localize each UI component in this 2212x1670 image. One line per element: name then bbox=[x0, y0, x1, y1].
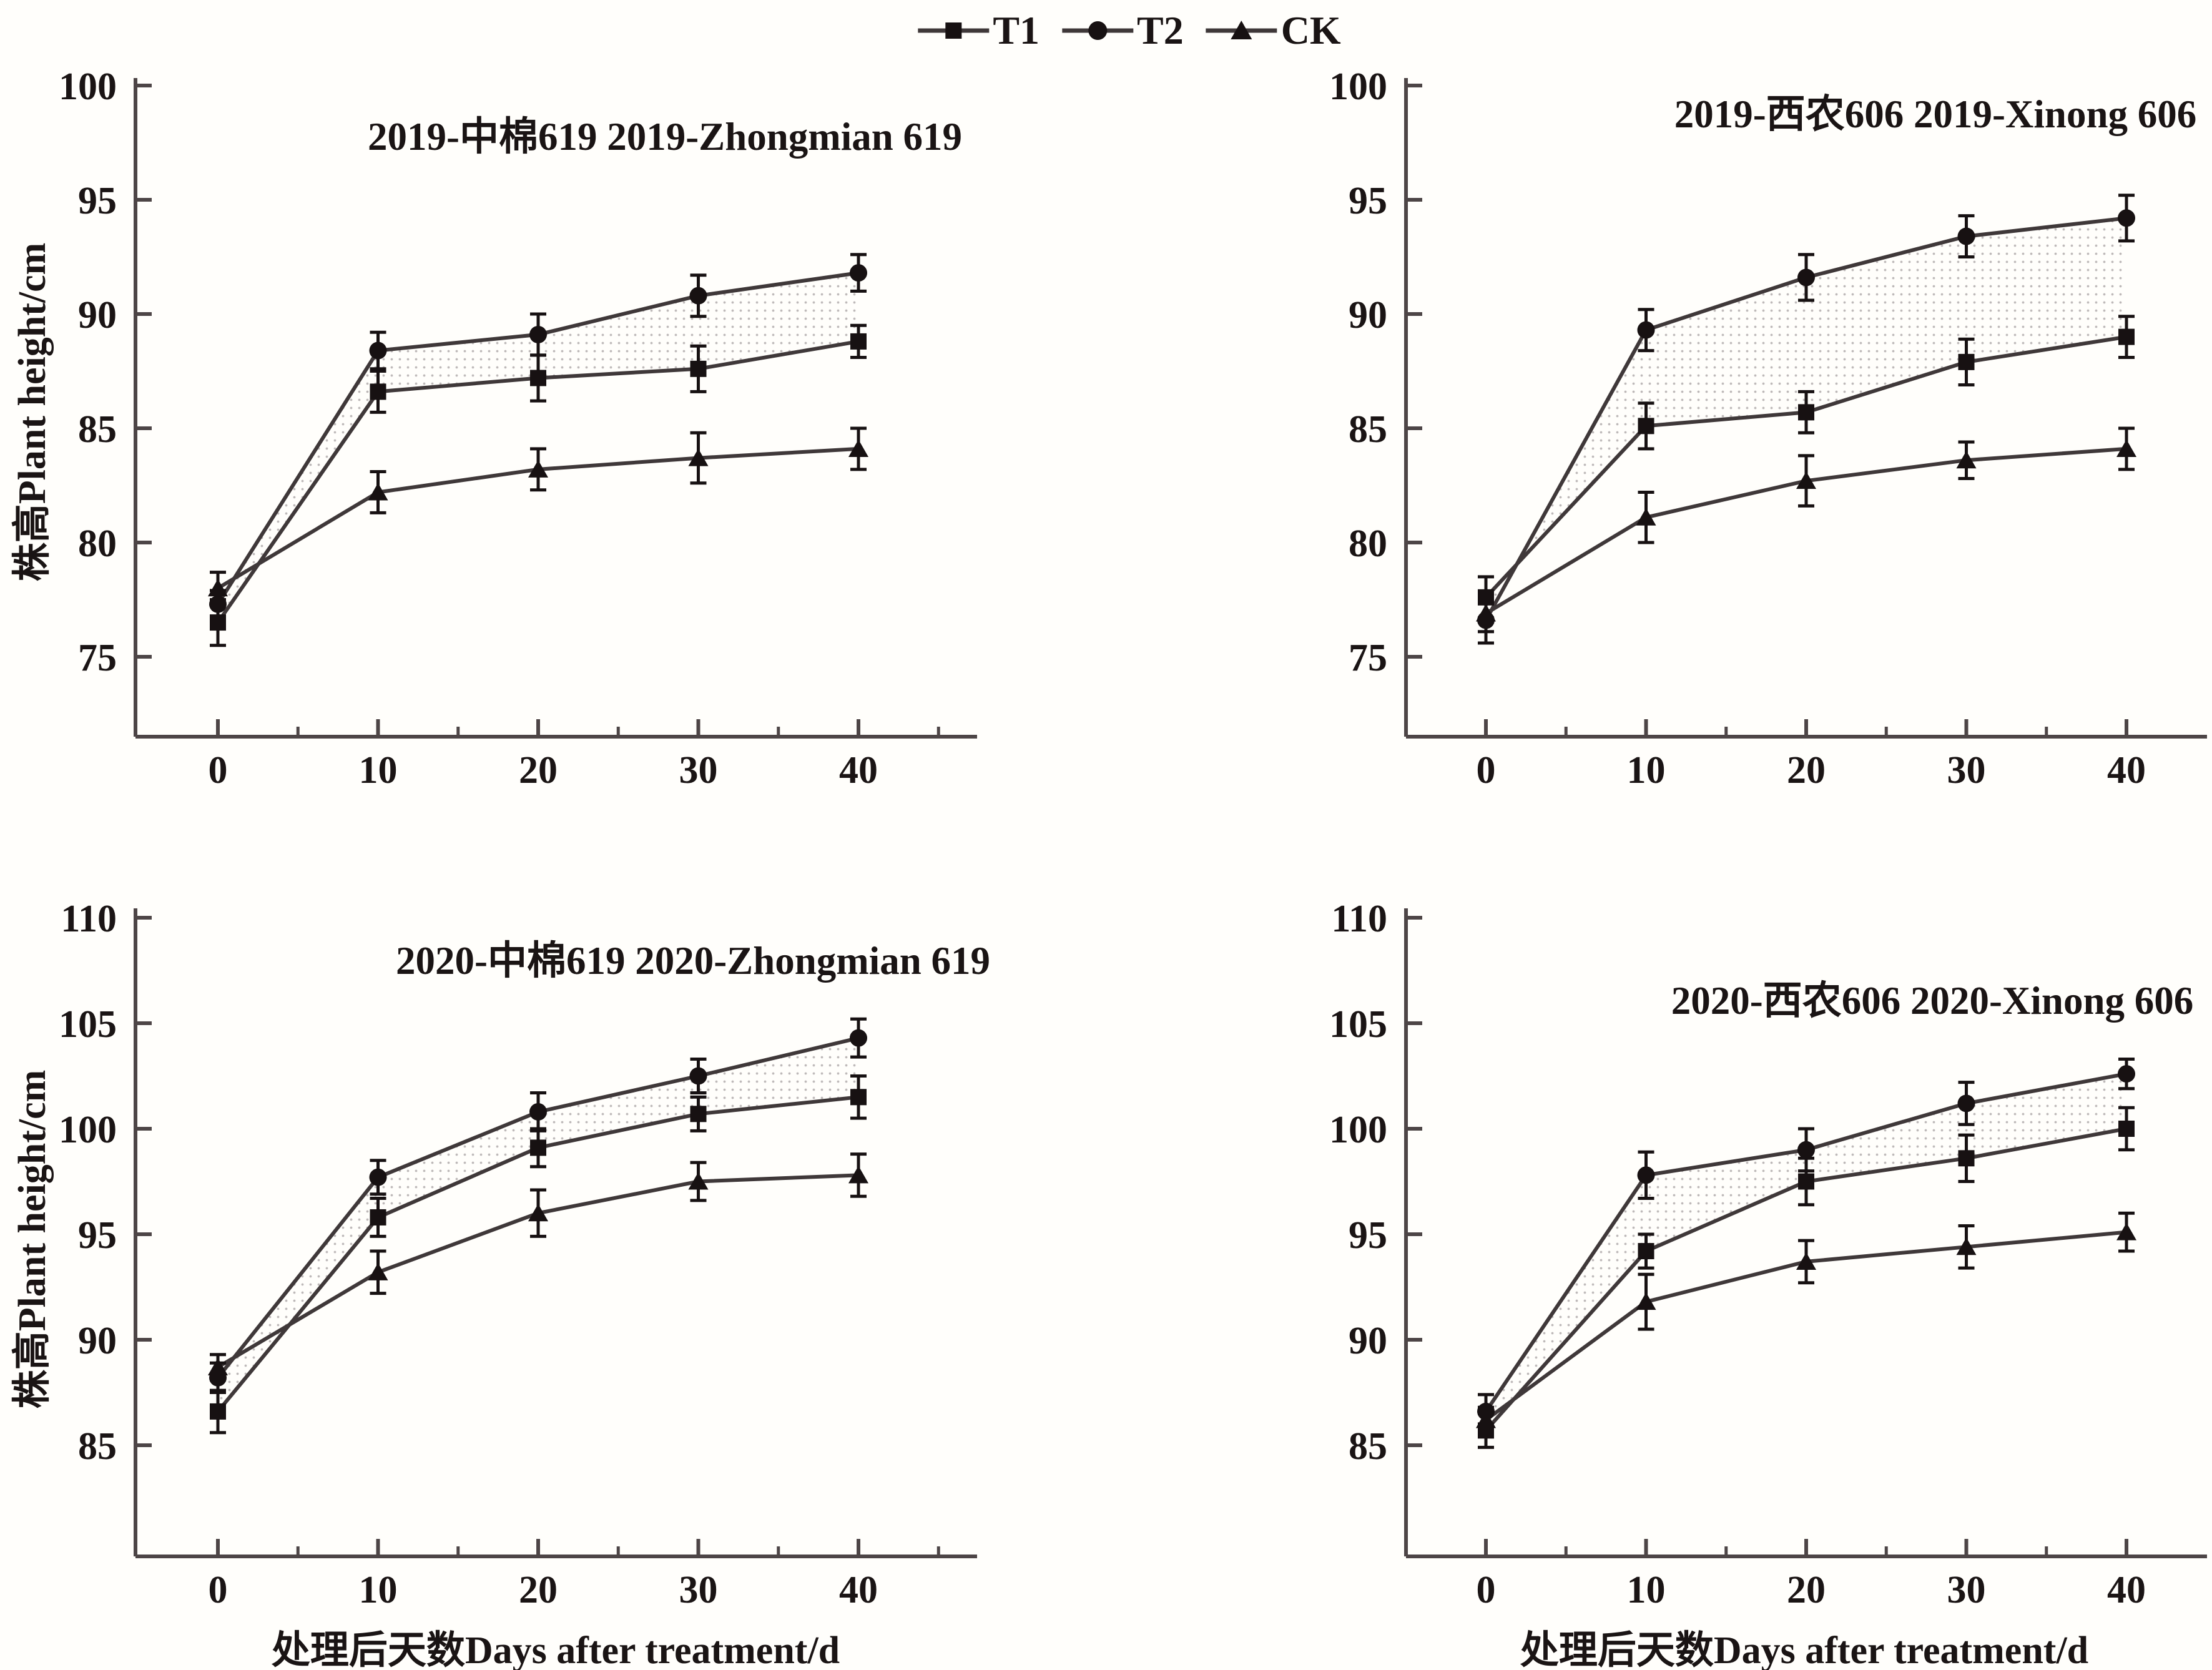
svg-text:40: 40 bbox=[2107, 1569, 2146, 1611]
svg-text:90: 90 bbox=[78, 1320, 117, 1362]
triangle-marker-icon bbox=[1206, 21, 1277, 39]
svg-text:85: 85 bbox=[1349, 408, 1387, 451]
svg-text:80: 80 bbox=[78, 523, 117, 565]
legend: T1 T2 CK bbox=[917, 7, 1341, 54]
svg-text:105: 105 bbox=[59, 1003, 117, 1046]
svg-text:30: 30 bbox=[679, 1569, 718, 1611]
svg-text:95: 95 bbox=[78, 180, 117, 222]
panel-title-2020-zhongmian619: 2020-中棉619 2020-Zhongmian 619 bbox=[395, 939, 991, 983]
svg-text:30: 30 bbox=[1947, 1569, 1986, 1611]
svg-text:95: 95 bbox=[78, 1214, 117, 1257]
svg-text:85: 85 bbox=[78, 1425, 117, 1468]
svg-text:95: 95 bbox=[1349, 180, 1387, 222]
circle-marker-icon bbox=[1062, 21, 1133, 40]
x-axis-label-right: 处理后天数Days after treatment/d bbox=[1520, 1629, 2089, 1670]
svg-text:10: 10 bbox=[359, 749, 398, 792]
y-axis-label-bottom: 株高Plant height/cm bbox=[11, 1069, 54, 1409]
svg-text:75: 75 bbox=[1349, 637, 1387, 679]
svg-text:20: 20 bbox=[519, 749, 558, 792]
svg-text:75: 75 bbox=[78, 637, 117, 679]
svg-text:85: 85 bbox=[1349, 1425, 1387, 1468]
svg-text:110: 110 bbox=[61, 898, 117, 940]
svg-text:90: 90 bbox=[1349, 294, 1387, 336]
svg-text:110: 110 bbox=[1331, 898, 1387, 940]
svg-text:20: 20 bbox=[1787, 749, 1826, 792]
svg-text:40: 40 bbox=[839, 1569, 878, 1611]
svg-text:100: 100 bbox=[1329, 1109, 1387, 1151]
svg-text:85: 85 bbox=[78, 408, 117, 451]
svg-text:0: 0 bbox=[1477, 1569, 1496, 1611]
legend-label: T2 bbox=[1137, 8, 1184, 52]
svg-text:100: 100 bbox=[1329, 66, 1387, 108]
legend-item-ck: CK bbox=[1205, 7, 1341, 54]
legend-label: T1 bbox=[993, 8, 1040, 52]
svg-text:80: 80 bbox=[1349, 523, 1387, 565]
svg-text:0: 0 bbox=[1477, 749, 1496, 792]
y-axis-label-top: 株高Plant height/cm bbox=[11, 242, 54, 582]
panel-title-2019-xinong606: 2019-西农606 2019-Xinong 606 bbox=[1674, 92, 2197, 136]
svg-text:40: 40 bbox=[2107, 749, 2146, 792]
panel-title-2019-zhongmian619: 2019-中棉619 2019-Zhongmian 619 bbox=[367, 115, 963, 159]
legend-item-t1: T1 bbox=[917, 7, 1040, 54]
legend-label: CK bbox=[1281, 8, 1341, 52]
svg-text:95: 95 bbox=[1349, 1214, 1387, 1257]
svg-text:100: 100 bbox=[59, 66, 117, 108]
svg-text:105: 105 bbox=[1329, 1003, 1387, 1046]
svg-text:20: 20 bbox=[1787, 1569, 1826, 1611]
svg-text:0: 0 bbox=[209, 749, 228, 792]
svg-text:40: 40 bbox=[839, 749, 878, 792]
panel-title-2020-xinong606: 2020-西农606 2020-Xinong 606 bbox=[1671, 979, 2194, 1023]
svg-text:10: 10 bbox=[1627, 749, 1666, 792]
svg-text:100: 100 bbox=[59, 1109, 117, 1151]
svg-text:0: 0 bbox=[209, 1569, 228, 1611]
x-axis-label-left: 处理后天数Days after treatment/d bbox=[271, 1629, 840, 1670]
legend-item-t2: T2 bbox=[1061, 7, 1184, 54]
square-marker-icon bbox=[918, 22, 990, 39]
svg-text:90: 90 bbox=[78, 294, 117, 336]
svg-text:10: 10 bbox=[359, 1569, 398, 1611]
svg-text:90: 90 bbox=[1349, 1320, 1387, 1362]
svg-text:30: 30 bbox=[1947, 749, 1986, 792]
svg-text:10: 10 bbox=[1627, 1569, 1666, 1611]
svg-text:20: 20 bbox=[519, 1569, 558, 1611]
svg-text:30: 30 bbox=[679, 749, 718, 792]
